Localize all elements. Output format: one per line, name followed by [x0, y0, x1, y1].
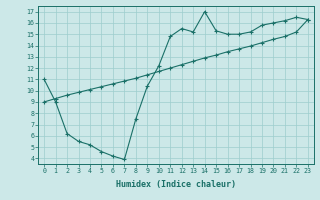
X-axis label: Humidex (Indice chaleur): Humidex (Indice chaleur)	[116, 180, 236, 189]
